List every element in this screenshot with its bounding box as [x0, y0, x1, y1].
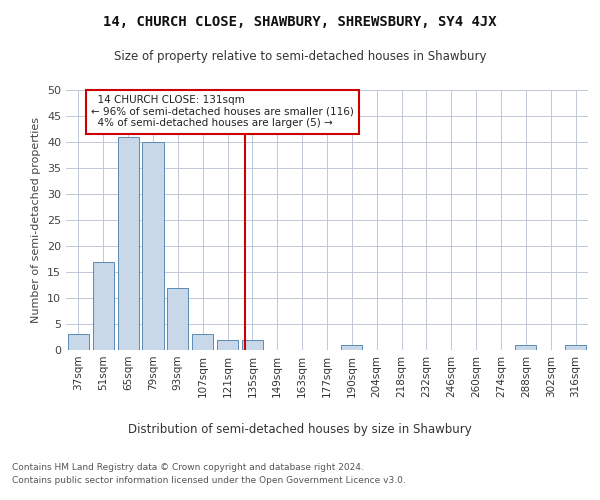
Text: Distribution of semi-detached houses by size in Shawbury: Distribution of semi-detached houses by …: [128, 422, 472, 436]
Text: Contains HM Land Registry data © Crown copyright and database right 2024.: Contains HM Land Registry data © Crown c…: [12, 462, 364, 471]
Text: 14, CHURCH CLOSE, SHAWBURY, SHREWSBURY, SY4 4JX: 14, CHURCH CLOSE, SHAWBURY, SHREWSBURY, …: [103, 15, 497, 29]
Bar: [118, 137, 139, 350]
Bar: [217, 340, 238, 350]
Bar: [142, 142, 164, 350]
Text: Size of property relative to semi-detached houses in Shawbury: Size of property relative to semi-detach…: [114, 50, 486, 63]
Bar: [167, 288, 188, 350]
Bar: [93, 262, 114, 350]
Bar: [341, 345, 362, 350]
Bar: [565, 345, 586, 350]
Y-axis label: Number of semi-detached properties: Number of semi-detached properties: [31, 117, 41, 323]
Bar: [242, 340, 263, 350]
Bar: [192, 334, 213, 350]
Text: Contains public sector information licensed under the Open Government Licence v3: Contains public sector information licen…: [12, 476, 406, 485]
Bar: [515, 345, 536, 350]
Bar: [68, 334, 89, 350]
Text: 14 CHURCH CLOSE: 131sqm
← 96% of semi-detached houses are smaller (116)
  4% of : 14 CHURCH CLOSE: 131sqm ← 96% of semi-de…: [91, 95, 354, 128]
